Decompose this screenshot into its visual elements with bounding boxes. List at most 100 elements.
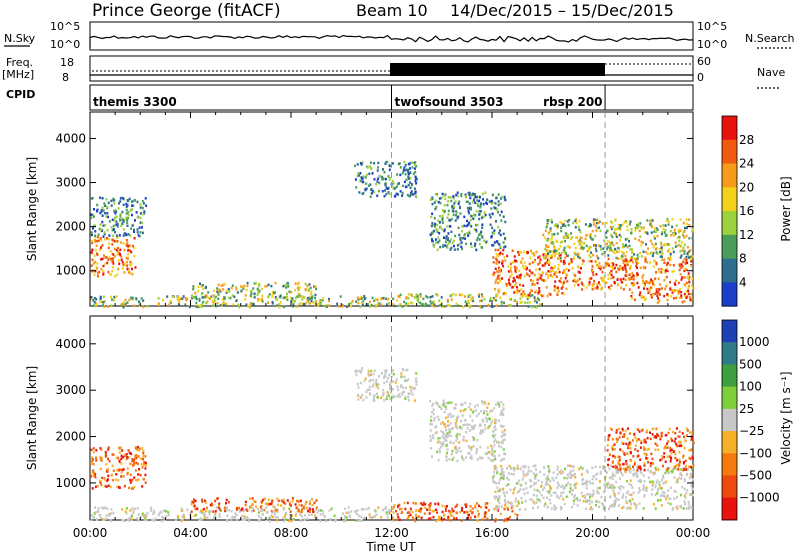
heatmap-cell	[128, 298, 131, 302]
heatmap-cell	[475, 451, 478, 455]
heatmap-cell	[659, 225, 662, 228]
time-axis-label: Time UT	[365, 540, 416, 554]
heatmap-cell	[644, 441, 647, 444]
heatmap-cell	[580, 240, 583, 244]
heatmap-cell	[680, 254, 683, 257]
heatmap-cell	[492, 477, 494, 480]
heatmap-cell	[361, 303, 364, 307]
heatmap-cell	[625, 462, 628, 466]
heatmap-cell	[538, 261, 541, 264]
heatmap-cell	[297, 288, 300, 292]
heatmap-cell	[649, 437, 652, 441]
freq-unit: [MHz]	[2, 68, 34, 81]
heatmap-cell	[578, 243, 581, 246]
nsearch-label: N.Search	[745, 32, 795, 45]
heatmap-cell	[446, 505, 448, 508]
heatmap-cell	[279, 296, 282, 299]
heatmap-cell	[177, 298, 180, 302]
heatmap-cell	[476, 236, 479, 239]
heatmap-cell	[556, 465, 559, 469]
heatmap-cell	[204, 286, 207, 290]
heatmap-cell	[480, 518, 483, 521]
heatmap-cell	[663, 495, 666, 499]
heatmap-cell	[257, 297, 260, 301]
heatmap-cell	[690, 284, 693, 287]
heatmap-cell	[129, 509, 132, 512]
heatmap-cell	[405, 369, 408, 372]
heatmap-cell	[271, 302, 274, 305]
heatmap-cell	[397, 393, 400, 396]
heatmap-cell	[639, 489, 641, 492]
heatmap-cell	[282, 296, 285, 300]
heatmap-cell	[459, 236, 462, 240]
heatmap-cell	[652, 279, 655, 283]
heatmap-cell	[449, 412, 452, 416]
heatmap-cell	[659, 250, 661, 254]
heatmap-cell	[656, 479, 659, 482]
heatmap-cell	[98, 248, 101, 252]
heatmap-cell	[392, 511, 395, 514]
heatmap-cell	[113, 255, 116, 258]
heatmap-cell	[432, 434, 435, 437]
heatmap-cell	[682, 468, 685, 472]
heatmap-cell	[656, 293, 659, 296]
heatmap-cell	[624, 278, 627, 281]
heatmap-cell	[546, 261, 549, 264]
heatmap-cell	[106, 470, 109, 473]
heatmap-cell	[536, 297, 539, 300]
heatmap-cell	[585, 487, 588, 490]
heatmap-cell	[120, 449, 123, 452]
heatmap-cell	[552, 491, 555, 495]
heatmap-cell	[482, 430, 485, 434]
heatmap-cell	[666, 455, 669, 458]
heatmap-cell	[270, 514, 273, 517]
heatmap-cell	[669, 449, 672, 452]
heatmap-cell	[617, 498, 620, 501]
heatmap-cell	[615, 233, 618, 236]
heatmap-cell	[383, 194, 386, 198]
heatmap-cell	[636, 449, 639, 453]
heatmap-cell	[675, 442, 678, 446]
heatmap-cell	[599, 245, 602, 248]
heatmap-cell	[319, 513, 322, 516]
heatmap-cell	[460, 245, 463, 249]
heatmap-cell	[562, 487, 565, 490]
heatmap-cell	[509, 515, 511, 519]
heatmap-cell	[432, 224, 435, 227]
heatmap-cell	[117, 250, 120, 253]
heatmap-cell	[499, 233, 502, 237]
heatmap-cell	[669, 486, 672, 490]
heatmap-cell	[634, 229, 637, 232]
heatmap-cell	[222, 304, 225, 307]
heatmap-cell	[490, 444, 492, 448]
heatmap-cell	[495, 482, 498, 485]
heatmap-cell	[399, 293, 402, 297]
heatmap-cell	[556, 291, 559, 295]
heatmap-cell	[589, 245, 592, 249]
heatmap-cell	[294, 503, 297, 506]
heatmap-cell	[462, 435, 465, 439]
heatmap-cell	[456, 427, 459, 430]
heatmap-cell	[558, 254, 561, 257]
heatmap-cell	[555, 275, 558, 278]
heatmap-cell	[554, 280, 557, 283]
heatmap-cell	[412, 172, 415, 176]
heatmap-cell	[509, 268, 512, 272]
heatmap-cell	[483, 298, 486, 301]
heatmap-cell	[495, 506, 498, 510]
heatmap-cell	[258, 518, 261, 522]
heatmap-cell	[669, 497, 672, 500]
heatmap-cell	[496, 270, 498, 273]
heatmap-cell	[570, 232, 572, 235]
heatmap-cell	[403, 180, 406, 184]
heatmap-cell	[438, 418, 440, 421]
heatmap-cell	[677, 281, 680, 285]
heatmap-cell	[500, 445, 503, 449]
heatmap-cell	[577, 467, 580, 471]
heatmap-cell	[369, 393, 372, 396]
heatmap-cell	[104, 262, 107, 266]
heatmap-cell	[616, 438, 619, 441]
heatmap-cell	[591, 482, 594, 485]
heatmap-cell	[613, 231, 616, 235]
heatmap-cell	[90, 475, 93, 478]
